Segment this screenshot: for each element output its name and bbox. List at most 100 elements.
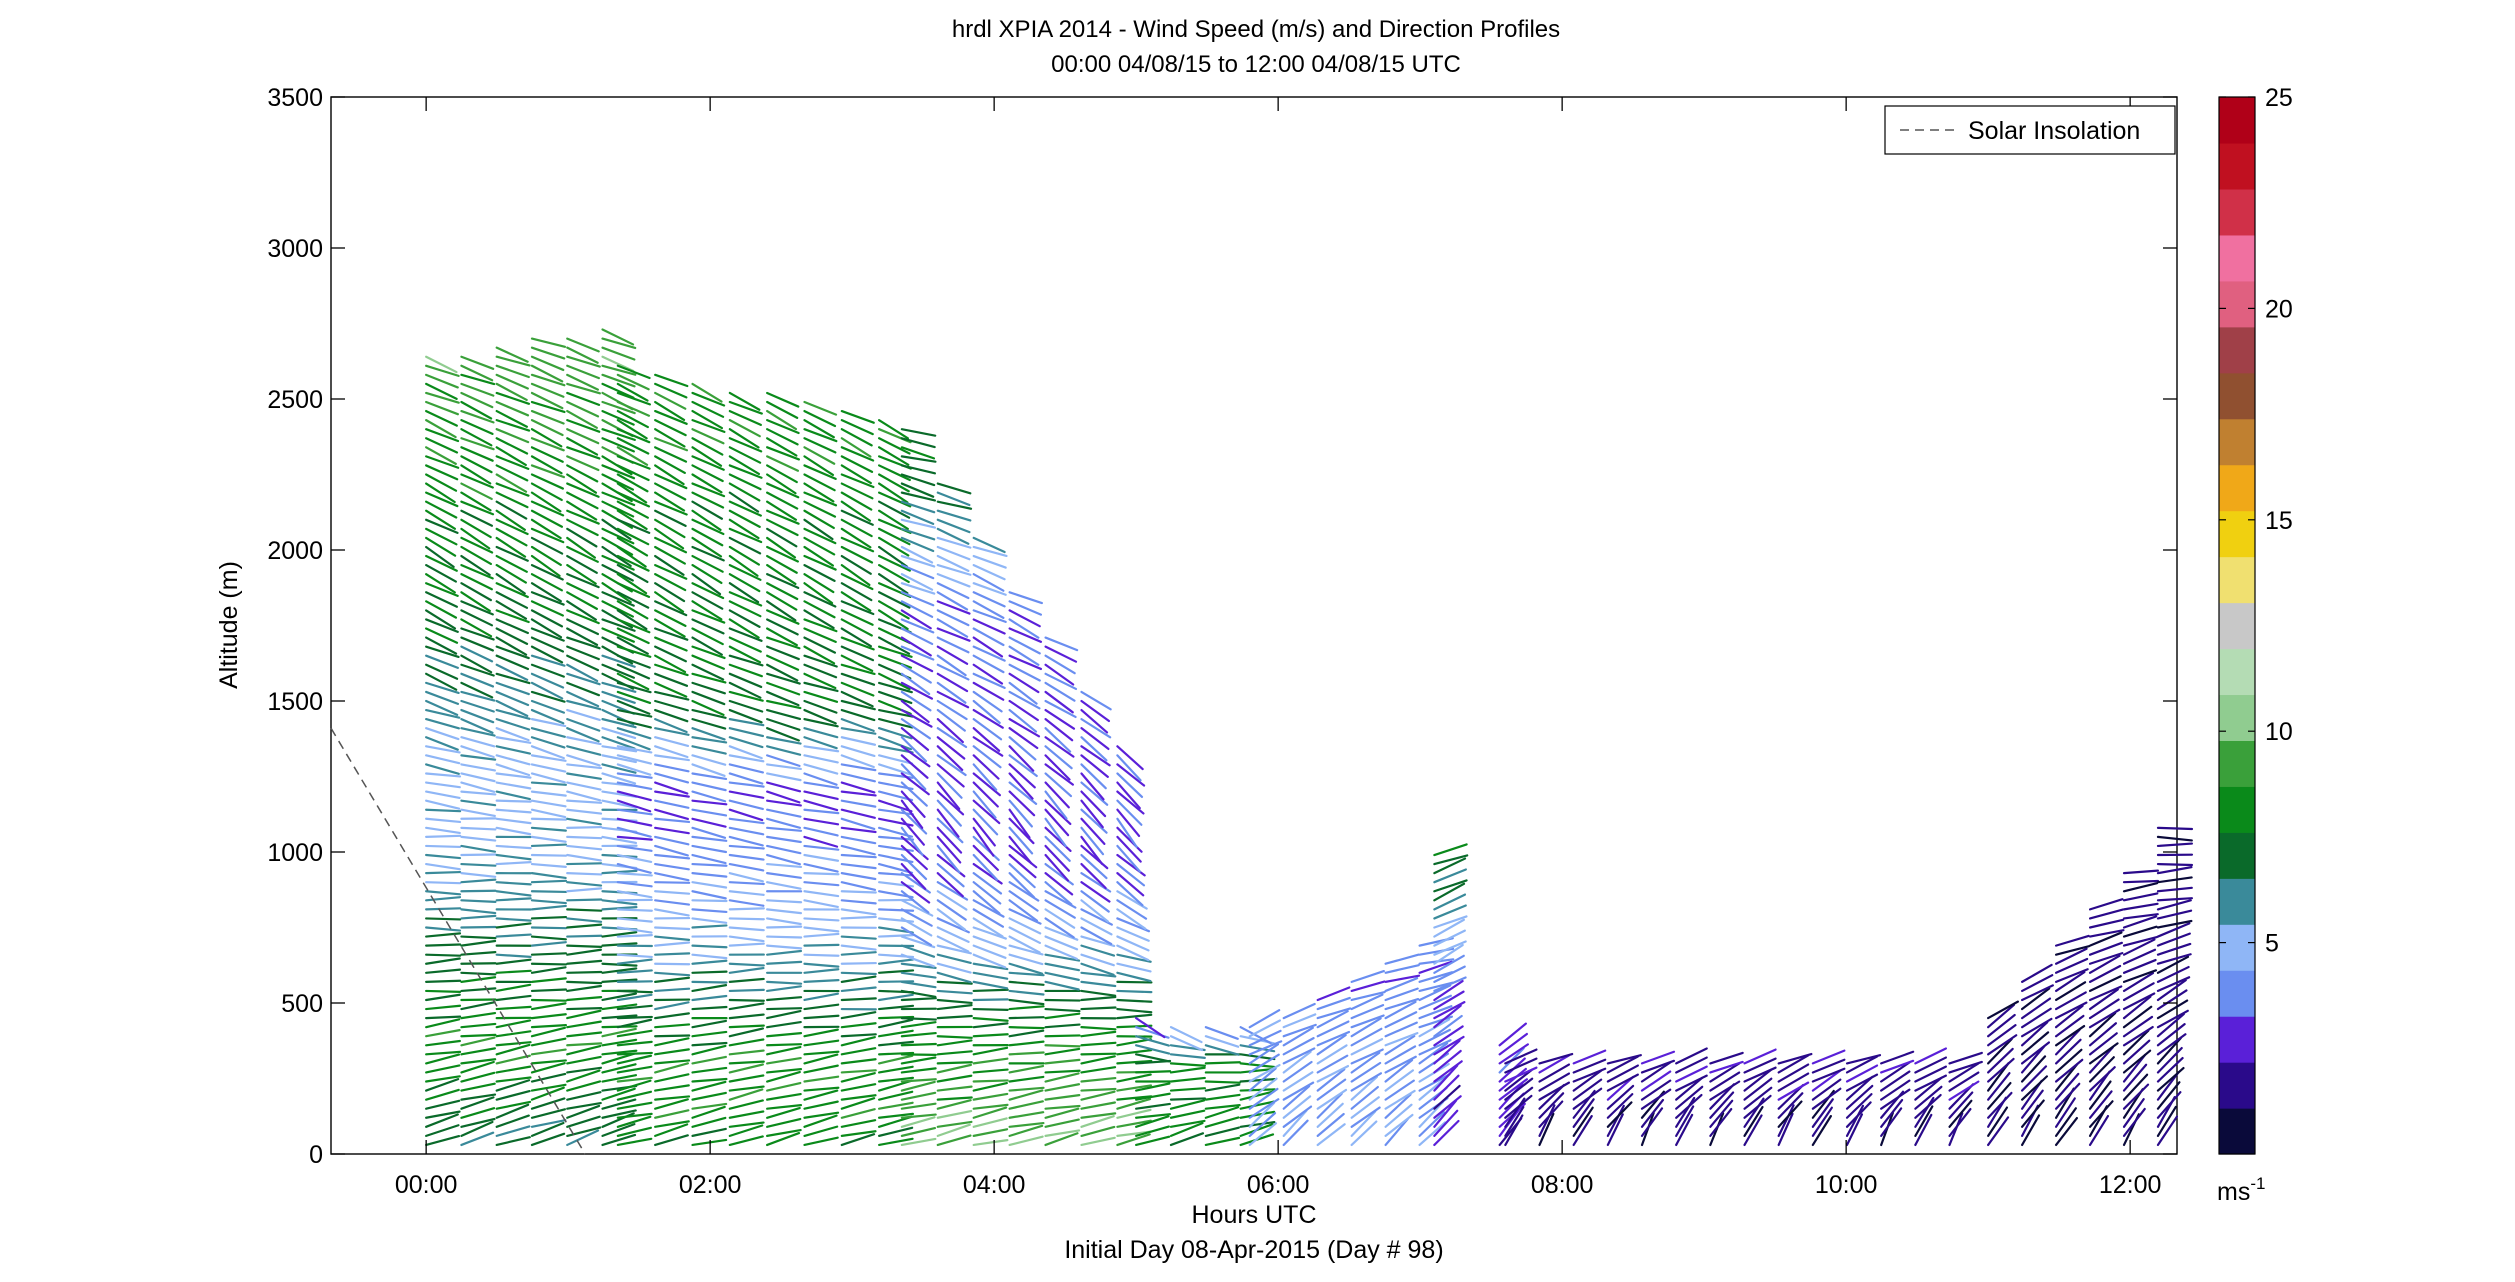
wind-barb [1316, 1088, 1348, 1110]
wind-barb [530, 862, 567, 868]
wind-barb [1987, 1003, 2015, 1029]
wind-barb [900, 573, 934, 591]
wind-barb [1116, 881, 1144, 907]
wind-barb [1080, 754, 1109, 778]
wind-barb [1709, 1091, 1735, 1119]
wind-barb [840, 654, 874, 672]
wind-barb [1350, 1048, 1384, 1065]
wind-barb [460, 1033, 497, 1038]
wind-barb [1008, 962, 1044, 975]
wind-barb [616, 1079, 652, 1092]
wind-barb [1384, 997, 1420, 1011]
wind-barb [2054, 991, 2087, 1011]
wind-barb [616, 455, 651, 470]
wind-barb [691, 1041, 728, 1047]
wind-barb [495, 591, 529, 609]
wind-barb [1008, 763, 1036, 789]
wind-barb [601, 1049, 638, 1056]
x-tick-label: 04:00 [963, 1171, 1026, 1199]
wind-barb [1044, 1058, 1081, 1065]
wind-barb [1044, 1072, 1080, 1083]
wind-barb [460, 1107, 496, 1119]
wind-barb [900, 853, 928, 881]
wind-barb [601, 554, 635, 571]
wind-barb [936, 817, 964, 844]
wind-barb [616, 536, 649, 557]
wind-barb [972, 1079, 1009, 1083]
wind-barb [654, 1062, 690, 1074]
wind-barb [1433, 1109, 1459, 1137]
wind-barb [1008, 627, 1043, 643]
wind-barb [936, 862, 965, 888]
wind-barb [495, 573, 526, 595]
wind-barb [691, 690, 726, 706]
wind-barb [1116, 908, 1147, 930]
wind-barb [1433, 904, 1467, 920]
wind-barb [616, 518, 651, 534]
wind-barb [425, 1078, 460, 1092]
wind-barb [1044, 1034, 1081, 1038]
wind-barb [1845, 1084, 1874, 1110]
wind-barb [1640, 1070, 1672, 1092]
wind-barb [530, 1059, 567, 1065]
wind-barb [1845, 1093, 1873, 1119]
wind-barb [1504, 1066, 1538, 1083]
wind-barb [1080, 772, 1105, 801]
wind-barb [1282, 1026, 1314, 1047]
wind-barb [840, 1022, 877, 1029]
wind-barb [1204, 1061, 1241, 1065]
wind-barb [1204, 1106, 1240, 1119]
wind-barb [601, 473, 635, 491]
wind-barb [900, 799, 924, 829]
wind-barbs [425, 328, 2194, 1147]
wind-barb [1248, 1098, 1280, 1119]
wind-barb [2054, 1097, 2076, 1128]
wind-barb [530, 1002, 567, 1011]
wind-barb [803, 1039, 840, 1047]
wind-barb [2054, 1028, 2081, 1056]
wind-barb [1008, 1100, 1044, 1110]
wind-barb [900, 681, 934, 700]
wind-barb [766, 1020, 802, 1029]
wind-barb [2054, 957, 2089, 974]
wind-barb [1845, 1064, 1879, 1083]
wind-barb [1350, 1072, 1383, 1092]
wind-barb [616, 509, 648, 531]
wind-barb [878, 1076, 915, 1083]
wind-barb [972, 536, 1006, 554]
wind-barb [425, 428, 460, 443]
wind-barb [654, 1109, 690, 1119]
wind-barb [803, 718, 839, 728]
wind-barb [460, 826, 497, 831]
wind-barb [654, 926, 691, 931]
wind-barb [803, 1064, 839, 1074]
wind-barb [1914, 1093, 1942, 1119]
wind-barb [616, 844, 653, 852]
wind-barb [1008, 799, 1033, 828]
wind-barb [616, 1076, 653, 1083]
wind-barb [803, 772, 838, 786]
wind-barb [2122, 1029, 2150, 1056]
wind-barb [1640, 1061, 1672, 1083]
wind-barb [2156, 899, 2192, 911]
wind-barb [766, 763, 802, 771]
wind-barb [2156, 932, 2191, 947]
wind-barb [530, 346, 566, 360]
wind-barb [1044, 971, 1080, 981]
wind-barb [566, 627, 599, 646]
wind-barb [2021, 963, 2053, 983]
wind-barb [972, 935, 1007, 950]
wind-barb [840, 699, 876, 711]
wind-barb [840, 600, 875, 616]
wind-barb [460, 1082, 496, 1092]
wind-barb [936, 627, 971, 642]
wind-barb [1080, 995, 1117, 1002]
wind-barb [601, 1052, 637, 1065]
wind-barb [803, 455, 835, 477]
wind-barb [972, 754, 1000, 780]
wind-barb [691, 736, 728, 744]
wind-barb [566, 1031, 603, 1038]
wind-barb [1350, 1106, 1381, 1128]
wind-barb [1080, 1125, 1116, 1137]
wind-barb [1709, 1107, 1733, 1137]
